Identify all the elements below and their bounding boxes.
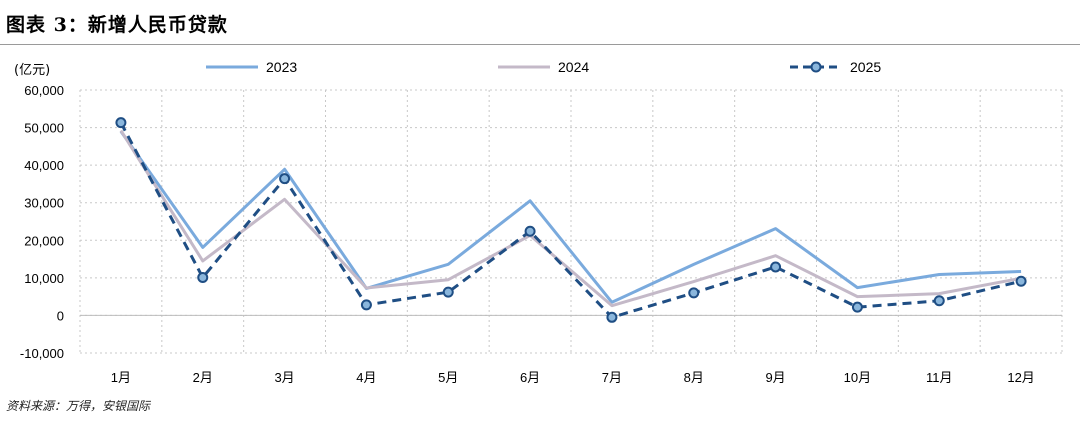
x-tick-label: 10月 bbox=[844, 370, 871, 385]
legend-marker-2025 bbox=[810, 61, 822, 73]
y-unit-label: (亿元) bbox=[14, 63, 50, 78]
x-tick-label: 1月 bbox=[111, 370, 131, 385]
legend: 2023 2024 2025 bbox=[206, 59, 881, 75]
y-tick-label: 0 bbox=[57, 308, 64, 323]
x-tick-label: 12月 bbox=[1007, 370, 1034, 385]
data-point-2025 bbox=[115, 117, 127, 129]
x-tick-label: 6月 bbox=[520, 370, 540, 385]
x-axis-ticks: 1月 2月 3月 4月 5月 6月 7月 8月 9月 10月 11月 12月 bbox=[111, 370, 1035, 385]
data-point-2025 bbox=[197, 271, 209, 283]
data-point-2025 bbox=[279, 173, 291, 185]
series-lines bbox=[115, 117, 1027, 323]
y-tick-label: 10,000 bbox=[24, 271, 64, 286]
data-point-2025 bbox=[442, 286, 454, 298]
data-point-2025 bbox=[1015, 275, 1027, 287]
y-tick-label: 20,000 bbox=[24, 233, 64, 248]
series-line-2025 bbox=[119, 121, 1022, 319]
legend-label-2025: 2025 bbox=[850, 59, 881, 75]
chart-title: 图表 3：新增人民币贷款 bbox=[6, 14, 228, 36]
legend-label-2024: 2024 bbox=[558, 59, 589, 75]
y-tick-label: -10,000 bbox=[20, 346, 64, 361]
y-axis-ticks: -10,000 0 10,000 20,000 30,000 40,000 50,000 60… bbox=[20, 83, 64, 361]
x-tick-label: 9月 bbox=[765, 370, 785, 385]
legend-label-2023: 2023 bbox=[266, 59, 297, 75]
x-tick-label: 5月 bbox=[438, 370, 458, 385]
data-point-2025 bbox=[606, 311, 618, 323]
x-tick-label: 8月 bbox=[684, 370, 704, 385]
x-tick-label: 4月 bbox=[356, 370, 376, 385]
data-point-2025 bbox=[770, 261, 782, 273]
data-point-2025 bbox=[524, 225, 536, 237]
data-point-2025 bbox=[933, 295, 945, 307]
series-line-2024 bbox=[119, 129, 1022, 308]
y-tick-label: 50,000 bbox=[24, 121, 64, 136]
x-tick-label: 2月 bbox=[193, 370, 213, 385]
x-tick-label: 7月 bbox=[602, 370, 622, 385]
series-line-2023 bbox=[119, 130, 1022, 304]
source-note: 资料来源：万得，安银国际 bbox=[6, 399, 151, 413]
data-point-2025 bbox=[688, 287, 700, 299]
data-point-2025 bbox=[360, 299, 372, 311]
data-point-2025 bbox=[851, 301, 863, 313]
x-tick-label: 3月 bbox=[274, 370, 294, 385]
grid-lines bbox=[79, 89, 1063, 354]
title-divider bbox=[0, 44, 1080, 45]
y-tick-label: 60,000 bbox=[24, 83, 64, 98]
x-tick-label: 11月 bbox=[926, 370, 953, 385]
y-tick-label: 30,000 bbox=[24, 196, 64, 211]
y-tick-label: 40,000 bbox=[24, 158, 64, 173]
